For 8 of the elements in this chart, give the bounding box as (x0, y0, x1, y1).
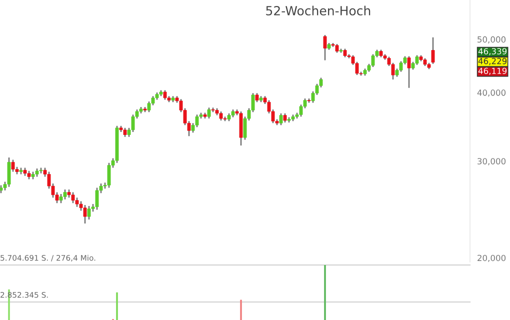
y-tick-label: 50,000 (478, 36, 506, 44)
y-tick-label: 30,000 (478, 158, 506, 166)
chart-title: 52-Wochen-Hoch (266, 6, 370, 16)
y-tick-label: 20,000 (478, 254, 506, 262)
text: 46,119 (478, 68, 507, 75)
text: 46,339 (478, 48, 507, 56)
text: 46,229 (478, 58, 507, 66)
y-tick-label: 40,000 (477, 90, 506, 97)
